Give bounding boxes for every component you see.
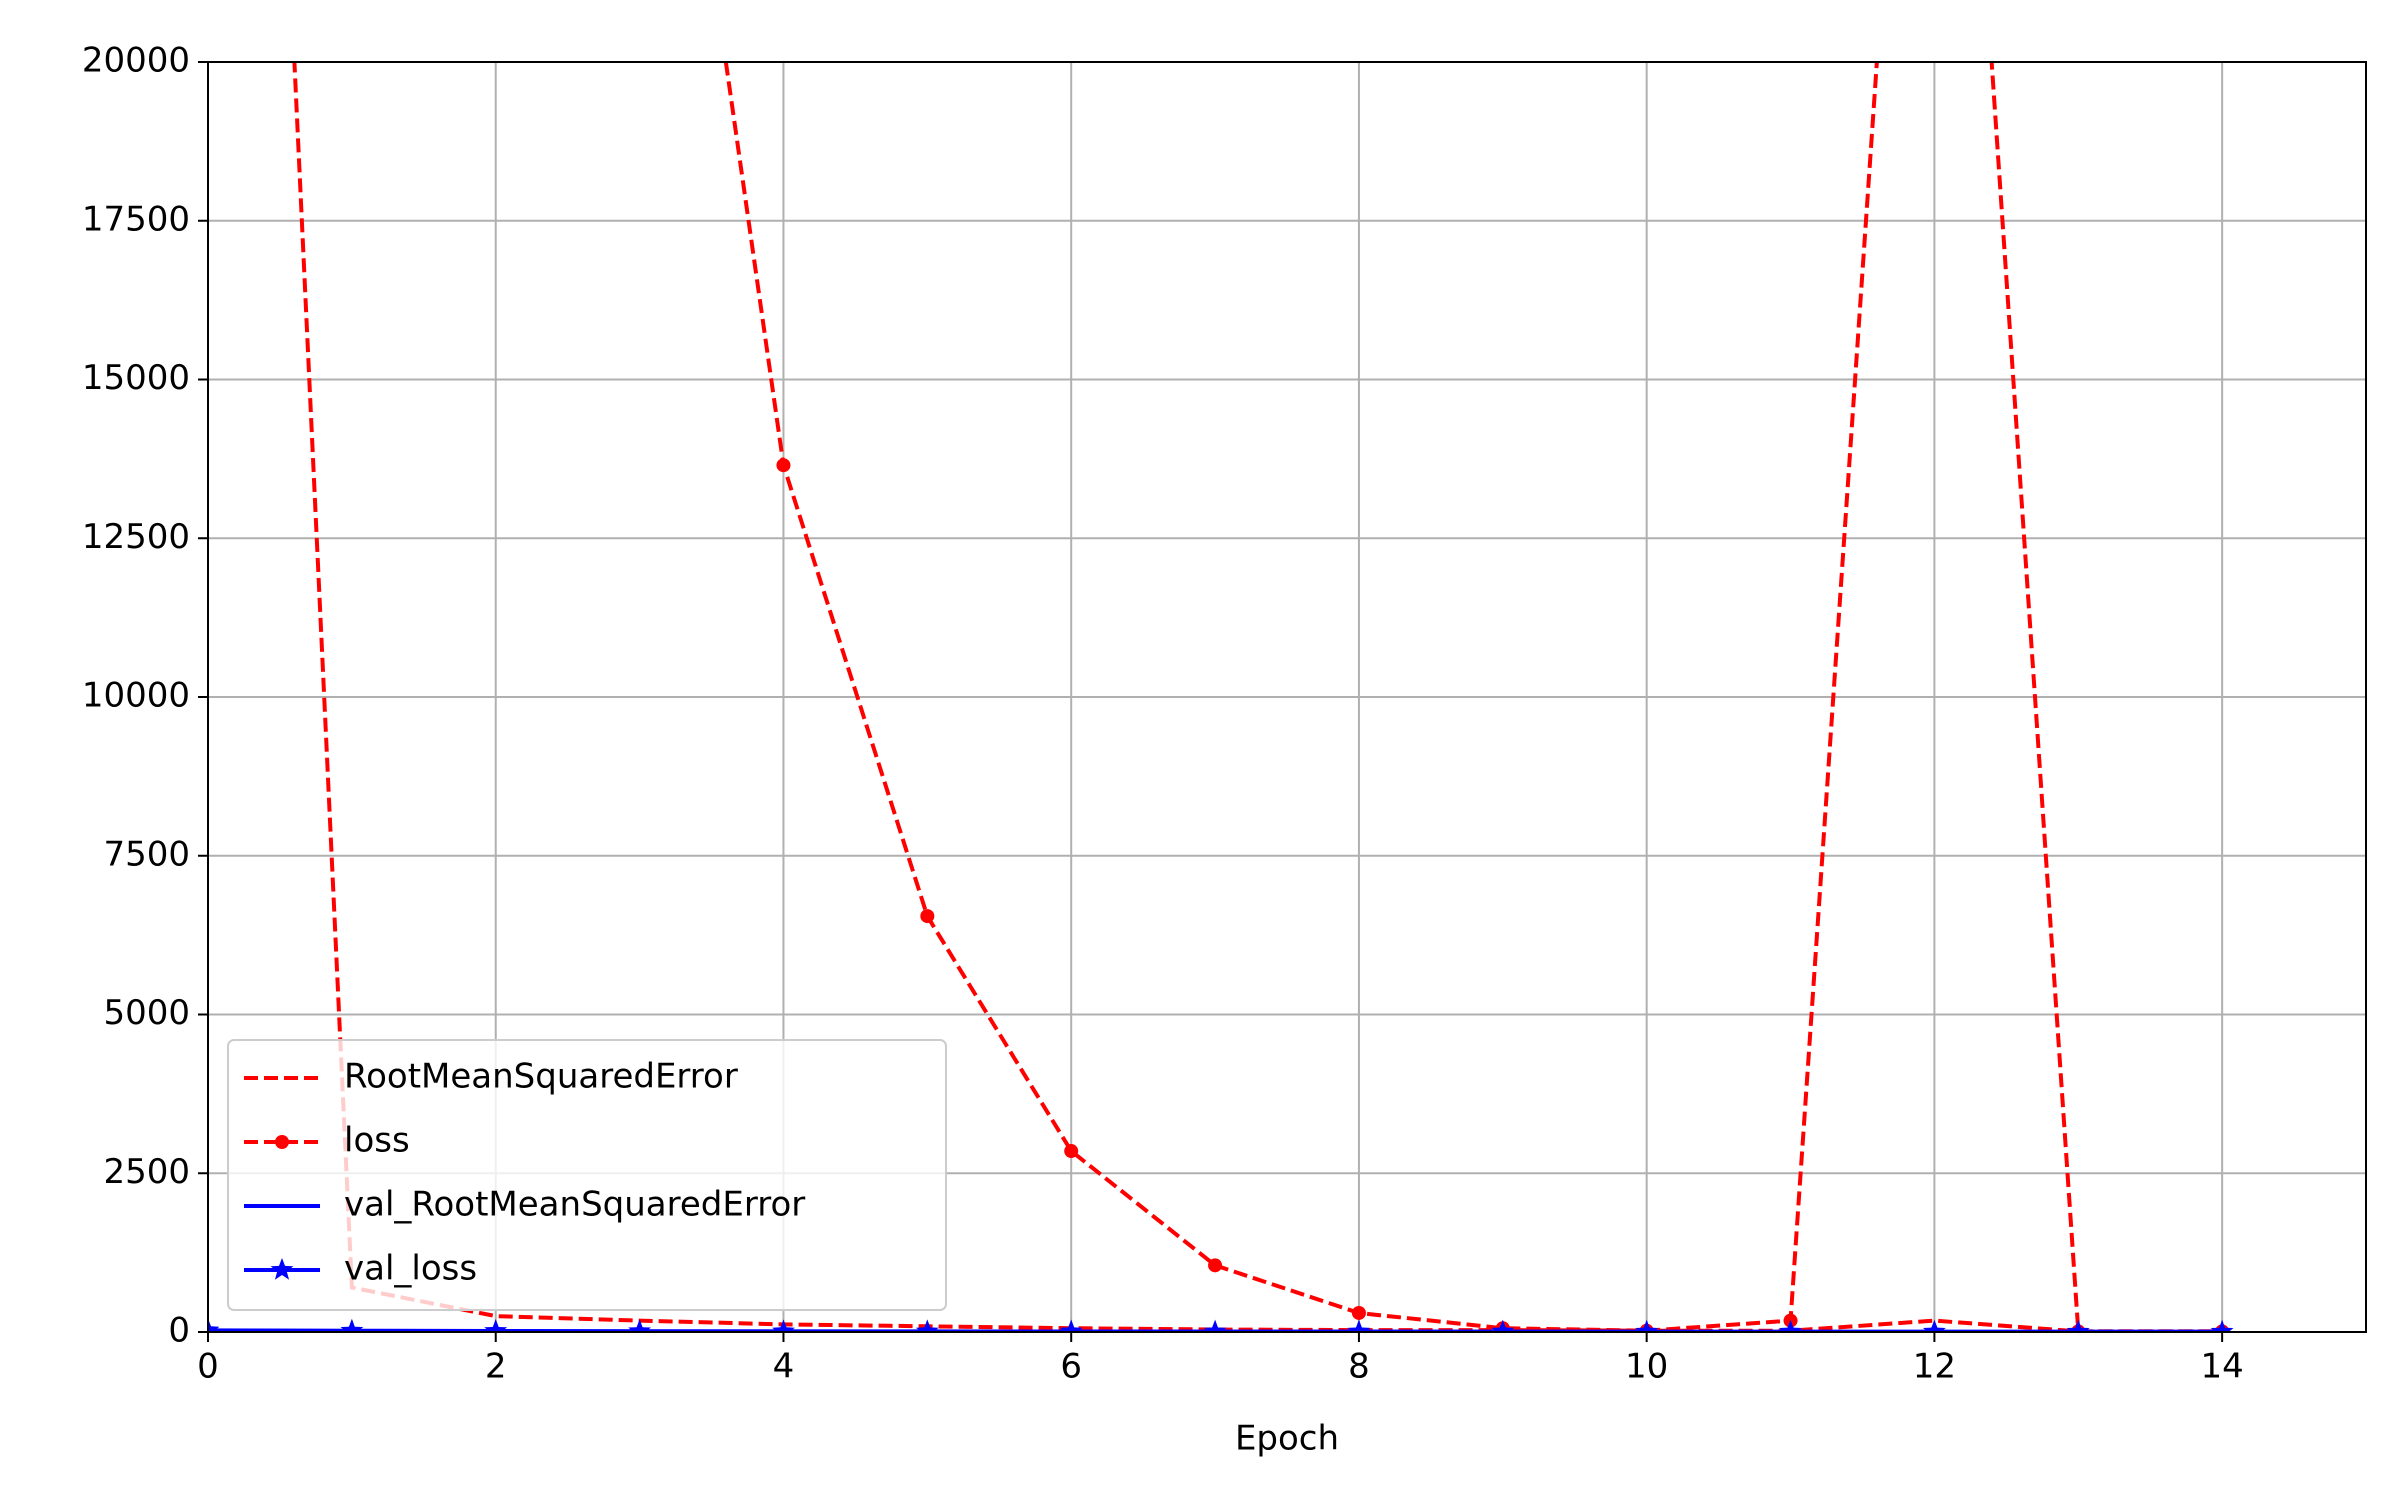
y-tick-label: 7500 <box>103 834 190 874</box>
y-tick-label: 20000 <box>82 41 190 81</box>
marker <box>1491 1319 1515 1332</box>
series-line <box>292 62 2223 1332</box>
marker <box>270 1258 294 1280</box>
marker <box>1208 1258 1223 1273</box>
marker <box>2066 1319 2090 1332</box>
marker <box>208 1318 220 1332</box>
x-tick-label: 10 <box>1625 1347 1668 1387</box>
y-tick-label: 0 <box>168 1311 190 1351</box>
x-tick-label: 6 <box>1060 1347 1082 1387</box>
legend-label: RootMeanSquaredError <box>344 1057 738 1097</box>
y-tick-label: 5000 <box>103 993 190 1033</box>
marker <box>920 909 935 924</box>
marker <box>1351 1305 1366 1320</box>
marker <box>1064 1144 1079 1159</box>
marker <box>915 1319 939 1332</box>
ticks: 0 2500 5000 7500 10000 12500 15000 17500 20000 0 2… <box>82 41 2244 1387</box>
y-tick-label: 12500 <box>82 517 190 557</box>
x-tick-label: 14 <box>2201 1347 2244 1387</box>
y-tick-label: 2500 <box>103 1152 190 1192</box>
x-tick-label: 2 <box>485 1347 507 1387</box>
x-tick-label: 8 <box>1348 1347 1370 1387</box>
marker <box>275 1135 289 1149</box>
marker <box>1779 1319 1802 1332</box>
x-axis-label: Epoch <box>1235 1419 1339 1459</box>
y-tick-label: 17500 <box>82 199 190 239</box>
legend-box <box>227 1039 947 1311</box>
marker <box>484 1319 508 1332</box>
y-tick-label: 10000 <box>82 676 190 716</box>
legend-label: val_loss <box>344 1249 477 1289</box>
legend-label: loss <box>344 1121 410 1161</box>
marker <box>1635 1319 1659 1332</box>
y-tick-label: 15000 <box>82 358 190 398</box>
x-tick-label: 4 <box>773 1347 795 1387</box>
marker <box>1923 1319 1946 1332</box>
x-tick-label: 12 <box>1913 1347 1956 1387</box>
legend-label: val_RootMeanSquaredError <box>344 1185 805 1225</box>
marker <box>628 1319 651 1332</box>
marker <box>340 1318 364 1332</box>
legend: RootMeanSquaredError loss val_RootMeanSqua… <box>227 1039 947 1311</box>
marker <box>1203 1319 1227 1332</box>
x-tick-label: 0 <box>197 1347 219 1387</box>
marker <box>772 1319 795 1332</box>
marker <box>1059 1319 1083 1332</box>
marker <box>2210 1319 2234 1332</box>
marker <box>776 458 791 473</box>
marker <box>1347 1319 1371 1332</box>
